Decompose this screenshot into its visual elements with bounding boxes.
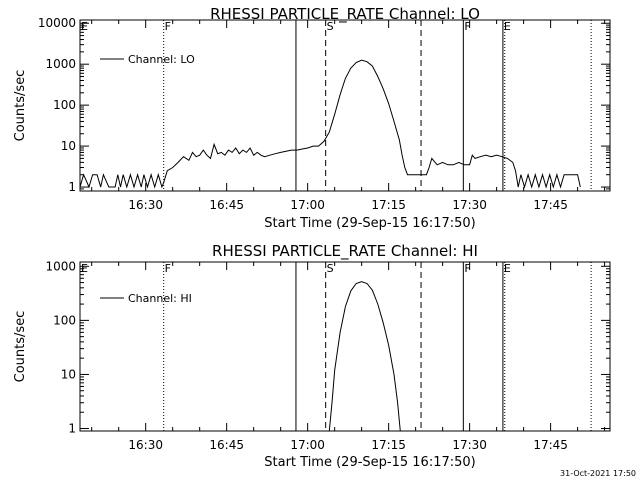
plot-frame	[80, 20, 610, 191]
legend-label: Channel: LO	[128, 53, 195, 66]
x-tick-label: 17:00	[290, 438, 325, 452]
event-marker-label: F	[165, 262, 171, 275]
series-line	[80, 60, 580, 187]
x-tick-label: 17:45	[533, 198, 568, 212]
event-marker-label: F	[464, 262, 470, 275]
y-tick-label: 10	[61, 367, 76, 381]
x-axis-label: Start Time (29-Sep-15 16:17:50)	[264, 455, 475, 470]
x-tick-label: 17:00	[290, 198, 325, 212]
x-tick-label: 17:30	[452, 438, 487, 452]
y-axis-label: Counts/sec	[13, 311, 28, 383]
x-tick-label: 16:45	[209, 198, 244, 212]
x-tick-label: 17:15	[371, 198, 406, 212]
event-marker-label: F	[165, 20, 171, 33]
y-tick-label: 1000	[45, 57, 76, 71]
y-tick-label: 10	[61, 139, 76, 153]
x-axis-label: Start Time (29-Sep-15 16:17:50)	[264, 216, 475, 231]
x-tick-label: 16:45	[209, 438, 244, 452]
x-tick-label: 16:30	[128, 438, 163, 452]
chart-panel-lo: RHESSI PARTICLE_RATE Channel: LO 1 10 100 10…	[13, 5, 610, 231]
y-tick-label: 100	[53, 98, 76, 112]
x-tick-label: 17:15	[371, 438, 406, 452]
x-tick-label: 17:45	[533, 438, 568, 452]
event-marker-label: E	[81, 262, 88, 275]
y-tick-label: 1	[68, 180, 76, 194]
x-tick-label: 16:30	[128, 198, 163, 212]
y-axis-label: Counts/sec	[13, 70, 28, 142]
y-tick-label: 100	[53, 313, 76, 327]
y-tick-label: 1000	[45, 259, 76, 273]
event-marker-label: F	[464, 20, 470, 33]
chart-title: RHESSI PARTICLE_RATE Channel: HI	[212, 242, 478, 261]
footer-timestamp: 31-Oct-2021 17:50	[560, 469, 636, 478]
event-marker-label: S	[327, 20, 334, 33]
chart-title: RHESSI PARTICLE_RATE Channel: LO	[210, 5, 480, 24]
series-line	[329, 282, 400, 431]
plot-frame	[80, 262, 610, 431]
legend-label: Channel: HI	[128, 292, 192, 305]
event-marker-label: S	[327, 262, 334, 275]
event-marker-label: E	[81, 20, 88, 33]
y-tick-label: 10000	[38, 16, 76, 30]
chart-panel-hi: RHESSI PARTICLE_RATE Channel: HI 1 10 100 10…	[13, 242, 610, 470]
x-tick-label: 17:30	[452, 198, 487, 212]
y-tick-label: 1	[68, 422, 76, 436]
